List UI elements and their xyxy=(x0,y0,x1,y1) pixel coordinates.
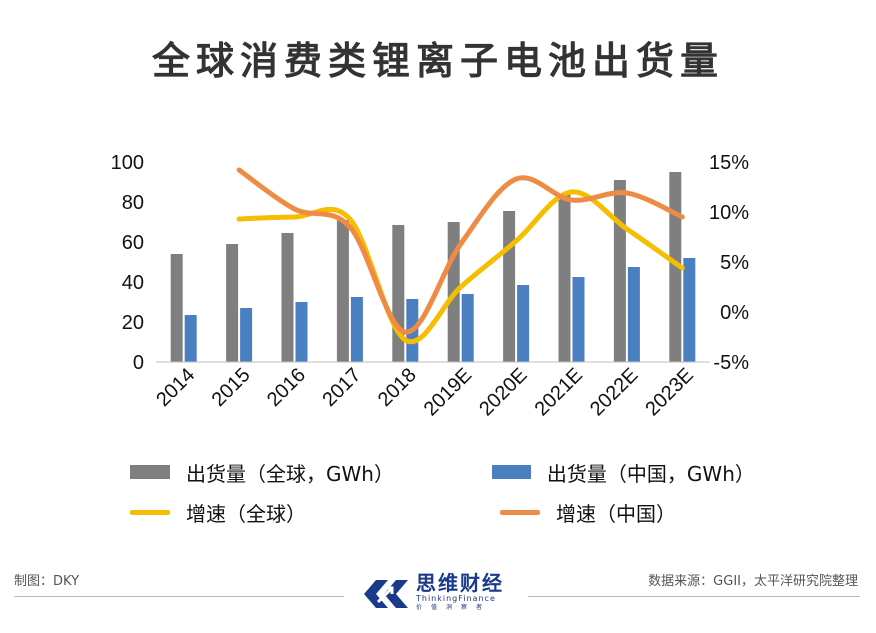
legend-swatch-china-shipment xyxy=(491,465,531,479)
x-tick-2021E: 2021E xyxy=(531,364,587,420)
bar-china-2020E xyxy=(517,285,530,362)
bar-global-2021E xyxy=(558,194,571,362)
x-tick-2020E: 2020E xyxy=(475,364,531,420)
x-tick-2016: 2016 xyxy=(263,364,310,411)
footer-rule-right xyxy=(528,596,860,597)
y-left-tick-40: 40 xyxy=(122,272,144,294)
legend-swatch-china-growth xyxy=(500,509,540,515)
bar-china-2023E xyxy=(683,258,696,362)
legend-swatch-global-shipment xyxy=(130,465,170,479)
logo-mark-icon xyxy=(364,580,408,608)
y-right-tick--5%: -5% xyxy=(713,352,749,374)
x-tick-2015: 2015 xyxy=(208,364,255,411)
line-global-growth xyxy=(236,189,685,345)
logo-english: ThinkingFinance xyxy=(416,594,496,603)
x-tick-2017: 2017 xyxy=(318,364,365,411)
bar-china-2019E xyxy=(461,294,474,362)
bar-global-2023E xyxy=(669,172,682,362)
bar-china-2015 xyxy=(240,308,253,362)
legend-item-china-growth: 增速（中国） xyxy=(500,498,676,527)
y-right-tick-15%: 15% xyxy=(709,152,749,174)
x-tick-2022E: 2022E xyxy=(586,364,642,420)
chart-maker: 制图：DKY xyxy=(14,574,80,589)
y-right-tick-0%: 0% xyxy=(720,302,749,324)
legend-label: 出货量（中国，GWh） xyxy=(546,461,755,486)
logo-name: 思维财经 xyxy=(416,571,504,595)
bar-global-2022E xyxy=(613,180,626,362)
bar-china-2016 xyxy=(295,302,308,362)
brand-logo: 思维财经 ThinkingFinance 价值洞察者 xyxy=(362,572,504,616)
bar-global-2016 xyxy=(281,233,294,362)
y-right-tick-5%: 5% xyxy=(720,252,749,274)
legend-item-china-shipment: 出货量（中国，GWh） xyxy=(491,458,755,487)
bar-global-2020E xyxy=(503,211,516,362)
bar-global-2017 xyxy=(336,220,349,362)
line-layer xyxy=(236,167,685,345)
bar-global-2015 xyxy=(226,244,239,362)
bar-china-2021E xyxy=(572,277,585,362)
y-left-tick-80: 80 xyxy=(122,192,144,214)
x-tick-2019E: 2019E xyxy=(420,364,476,420)
x-tick-2014: 2014 xyxy=(152,364,199,411)
x-tick-2018: 2018 xyxy=(374,364,421,411)
y-left-tick-20: 20 xyxy=(122,312,144,334)
y-left-tick-60: 60 xyxy=(122,232,144,254)
legend-label: 增速（全球） xyxy=(186,501,306,526)
bar-global-2014 xyxy=(170,254,183,362)
legend-item-global-shipment: 出货量（全球，GWh） xyxy=(130,458,492,487)
line-china-growth xyxy=(236,167,685,335)
legend-item-global-growth: 增速（全球） xyxy=(130,498,500,527)
bar-global-2018 xyxy=(392,225,405,362)
y-left-tick-100: 100 xyxy=(111,152,144,174)
chart-legend: 出货量（全球，GWh） 出货量（中国，GWh） 增速（全球） 增速（中国） xyxy=(130,452,755,532)
bar-china-2022E xyxy=(627,267,640,362)
bar-layer xyxy=(170,172,696,362)
legend-label: 增速（中国） xyxy=(556,501,676,526)
chart-title: 全球消费类锂离子电池出货量 xyxy=(151,39,724,83)
footer-rule-left xyxy=(14,596,344,597)
bar-china-2014 xyxy=(184,315,197,362)
y-right-tick-10%: 10% xyxy=(709,202,749,224)
bar-china-2017 xyxy=(350,297,363,362)
logo-tagline: 价值洞察者 xyxy=(416,604,492,611)
data-source: 数据来源：GGII，太平洋研究院整理 xyxy=(648,574,858,589)
legend-label: 出货量（全球，GWh） xyxy=(186,461,394,486)
y-left-tick-0: 0 xyxy=(133,352,144,374)
legend-swatch-global-growth xyxy=(130,509,170,515)
x-tick-2023E: 2023E xyxy=(641,364,697,420)
